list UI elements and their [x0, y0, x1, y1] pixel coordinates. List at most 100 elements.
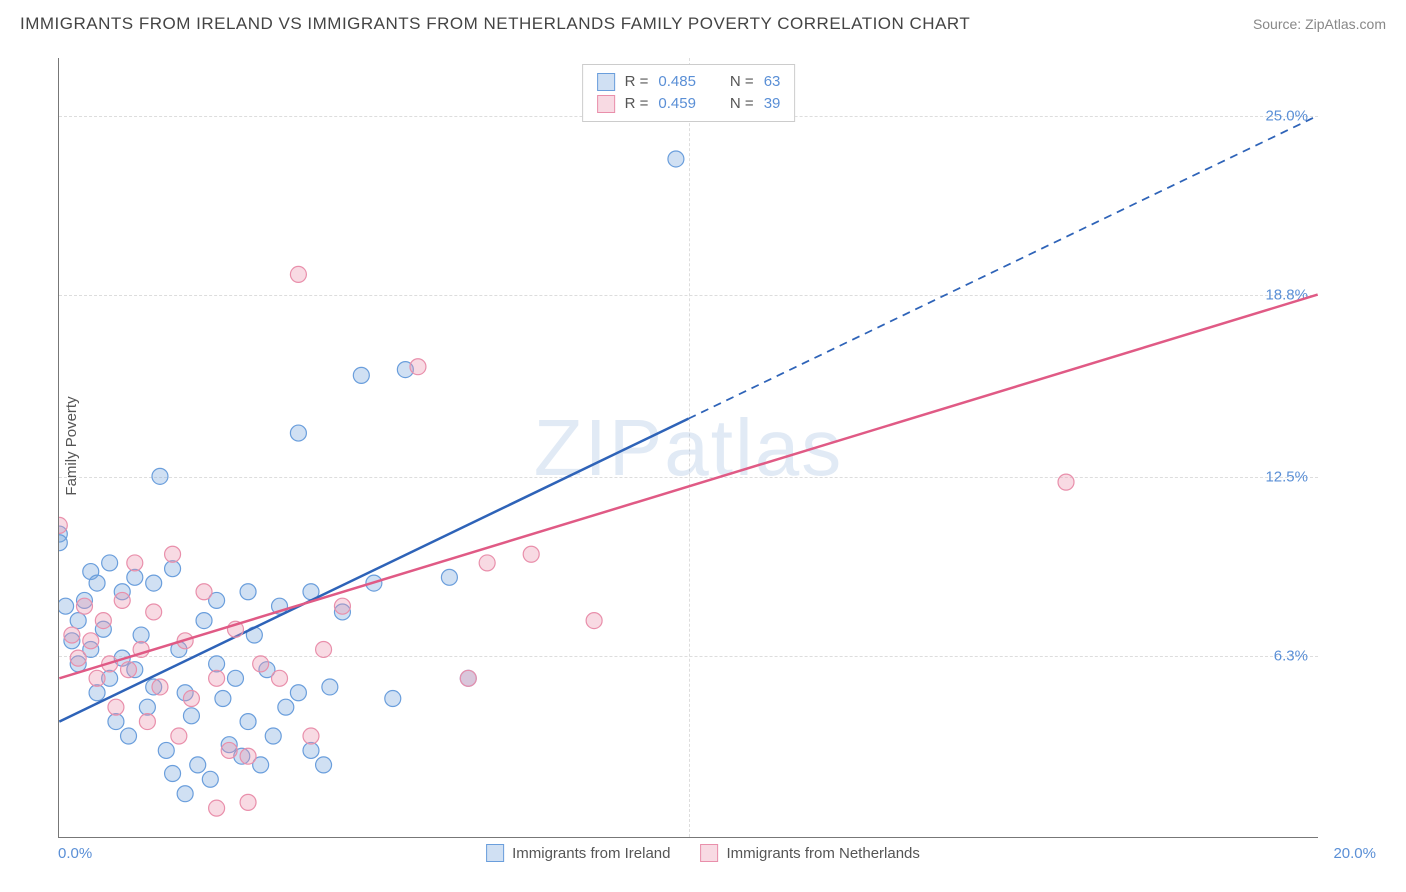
scatter-point — [89, 685, 105, 701]
scatter-point — [221, 742, 237, 758]
r-label: R = — [625, 93, 649, 115]
scatter-point — [177, 786, 193, 802]
scatter-point — [165, 766, 181, 782]
x-tick-min: 0.0% — [58, 845, 92, 862]
legend-label-netherlands: Immigrants from Netherlands — [726, 845, 919, 862]
scatter-point — [278, 699, 294, 715]
scatter-point — [133, 627, 149, 643]
n-label: N = — [730, 71, 754, 93]
scatter-point — [240, 714, 256, 730]
scatter-point — [353, 367, 369, 383]
swatch-ireland-icon — [597, 73, 615, 91]
legend-item-ireland: Immigrants from Ireland — [486, 844, 670, 862]
scatter-point — [70, 650, 86, 666]
scatter-point — [59, 598, 74, 614]
swatch-netherlands-icon — [700, 844, 718, 862]
scatter-point — [410, 359, 426, 375]
scatter-point — [171, 728, 187, 744]
chart-header: IMMIGRANTS FROM IRELAND VS IMMIGRANTS FR… — [0, 0, 1406, 48]
r-label: R = — [625, 71, 649, 93]
scatter-point — [479, 555, 495, 571]
scatter-point — [146, 604, 162, 620]
x-tick-max: 20.0% — [1333, 845, 1376, 862]
scatter-point — [202, 771, 218, 787]
scatter-point — [209, 656, 225, 672]
scatter-point — [165, 561, 181, 577]
scatter-point — [121, 662, 137, 678]
scatter-point — [290, 425, 306, 441]
n-value-ireland: 63 — [764, 71, 781, 93]
scatter-point — [190, 757, 206, 773]
stats-row-ireland: R = 0.485 N = 63 — [597, 71, 781, 93]
scatter-point — [95, 613, 111, 629]
scatter-point — [240, 794, 256, 810]
scatter-point — [316, 757, 332, 773]
scatter-point — [334, 598, 350, 614]
scatter-point — [460, 670, 476, 686]
source-name: ZipAtlas.com — [1305, 16, 1386, 32]
trend-line-extrapolated — [689, 116, 1318, 419]
scatter-point — [1058, 474, 1074, 490]
scatter-point — [196, 613, 212, 629]
scatter-point — [290, 266, 306, 282]
n-label: N = — [730, 93, 754, 115]
scatter-point — [102, 555, 118, 571]
scatter-point — [523, 546, 539, 562]
scatter-point — [70, 613, 86, 629]
scatter-point — [265, 728, 281, 744]
scatter-point — [303, 742, 319, 758]
scatter-point — [76, 598, 92, 614]
scatter-point — [322, 679, 338, 695]
scatter-point — [121, 728, 137, 744]
r-value-ireland: 0.485 — [658, 71, 696, 93]
scatter-point — [385, 691, 401, 707]
scatter-point — [89, 575, 105, 591]
scatter-point — [196, 584, 212, 600]
chart-source: Source: ZipAtlas.com — [1253, 16, 1386, 32]
scatter-point — [152, 468, 168, 484]
scatter-point — [127, 555, 143, 571]
scatter-point — [316, 641, 332, 657]
scatter-point — [139, 714, 155, 730]
chart-title: IMMIGRANTS FROM IRELAND VS IMMIGRANTS FR… — [20, 14, 970, 34]
scatter-point — [215, 691, 231, 707]
scatter-point — [586, 613, 602, 629]
scatter-point — [441, 569, 457, 585]
scatter-point — [108, 714, 124, 730]
source-prefix: Source: — [1253, 16, 1305, 32]
trend-line — [59, 419, 688, 722]
scatter-point — [89, 670, 105, 686]
scatter-point — [165, 546, 181, 562]
legend-label-ireland: Immigrants from Ireland — [512, 845, 670, 862]
scatter-point — [158, 742, 174, 758]
scatter-point — [64, 627, 80, 643]
stats-legend: R = 0.485 N = 63 R = 0.459 N = 39 — [582, 64, 796, 122]
stats-row-netherlands: R = 0.459 N = 39 — [597, 93, 781, 115]
scatter-point — [83, 633, 99, 649]
bottom-legend: Immigrants from Ireland Immigrants from … — [486, 844, 920, 862]
r-value-netherlands: 0.459 — [658, 93, 696, 115]
scatter-point — [183, 708, 199, 724]
scatter-point — [240, 584, 256, 600]
scatter-point — [209, 800, 225, 816]
scatter-point — [253, 656, 269, 672]
legend-item-netherlands: Immigrants from Netherlands — [700, 844, 919, 862]
swatch-ireland-icon — [486, 844, 504, 862]
scatter-point — [272, 670, 288, 686]
scatter-point — [114, 592, 130, 608]
scatter-point — [240, 748, 256, 764]
scatter-point — [227, 670, 243, 686]
scatter-point — [183, 691, 199, 707]
scatter-point — [146, 575, 162, 591]
scatter-point — [303, 728, 319, 744]
swatch-netherlands-icon — [597, 95, 615, 113]
scatter-point — [139, 699, 155, 715]
trend-line — [59, 295, 1317, 679]
plot-area: ZIPatlas R = 0.485 N = 63 R = 0.459 N = … — [58, 58, 1318, 838]
chart-svg — [59, 58, 1318, 837]
n-value-netherlands: 39 — [764, 93, 781, 115]
scatter-point — [127, 569, 143, 585]
scatter-point — [209, 670, 225, 686]
scatter-point — [668, 151, 684, 167]
scatter-point — [108, 699, 124, 715]
